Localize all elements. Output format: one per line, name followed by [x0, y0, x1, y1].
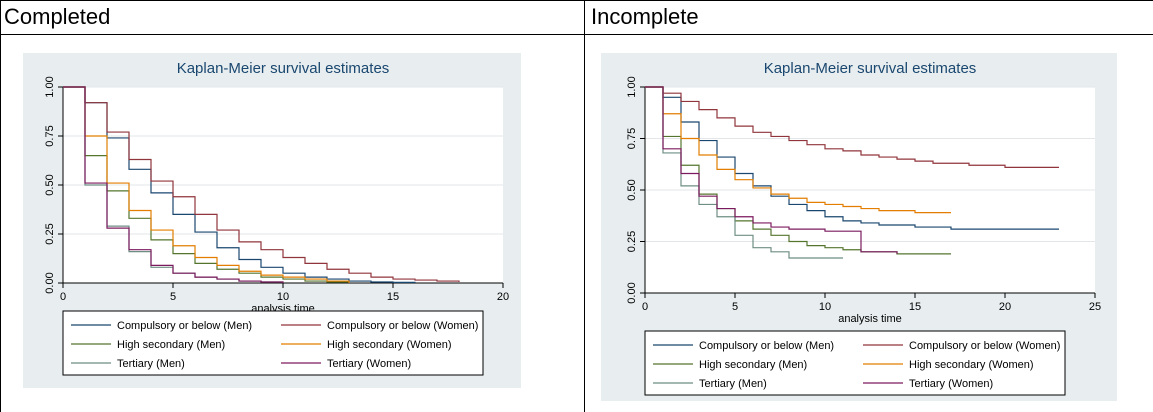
- legend-label: Compulsory or below (Women): [327, 320, 478, 332]
- km-series-4: [645, 86, 951, 214]
- table-header-divider: [0, 34, 1153, 35]
- table-column-divider: [584, 0, 585, 412]
- chart-title: Kaplan-Meier survival estimates: [177, 60, 390, 77]
- x-tick-label: 10: [819, 301, 831, 313]
- y-tick-label: 1.00: [44, 76, 56, 97]
- x-tick-label: 15: [387, 291, 399, 303]
- legend-label: High secondary (Men): [117, 339, 225, 351]
- km-series-4: [63, 86, 350, 283]
- legend-label: Compulsory or below (Women): [909, 340, 1060, 352]
- legend-label: High secondary (Men): [699, 359, 807, 371]
- legend-label: Compulsory or below (Men): [699, 340, 834, 352]
- legend-label: Tertiary (Men): [699, 378, 767, 390]
- km-chart-completed: Kaplan-Meier survival estimates 0.00 0.25 0…: [23, 53, 521, 388]
- x-tick-label: 0: [60, 291, 66, 303]
- km-chart-incomplete: Kaplan-Meier survival estimates 0.00 0.25 0…: [601, 53, 1117, 401]
- x-tick-label: 5: [170, 291, 176, 303]
- y-tick-label: 0.50: [44, 174, 56, 195]
- legend-label: Tertiary (Women): [327, 358, 411, 370]
- x-tick-label: 15: [909, 301, 921, 313]
- legend-label: Tertiary (Women): [909, 378, 993, 390]
- y-tick-label: 0.75: [44, 125, 56, 146]
- column-header-incomplete: Incomplete: [591, 4, 699, 29]
- x-tick-label: 20: [999, 301, 1011, 313]
- column-header-completed: Completed: [4, 4, 111, 29]
- y-tick-label: 0.00: [626, 282, 638, 303]
- legend-box: [62, 310, 484, 376]
- x-tick-label: 5: [732, 301, 738, 313]
- legend-label: High secondary (Women): [909, 359, 1034, 371]
- km-series-1: [645, 86, 1059, 230]
- y-tick-label: 0.00: [44, 272, 56, 293]
- legend-box: [644, 330, 1066, 396]
- legend-label: High secondary (Women): [327, 339, 452, 351]
- table-left-border: [0, 0, 1, 412]
- km-series-2: [645, 86, 1059, 168]
- y-tick-label: 0.50: [626, 179, 638, 200]
- km-series-6: [645, 86, 898, 254]
- legend-label: Compulsory or below (Men): [117, 320, 252, 332]
- y-tick-label: 0.75: [626, 128, 638, 149]
- y-tick-label: 0.25: [44, 223, 56, 244]
- y-tick-label: 0.25: [626, 231, 638, 252]
- y-tick-label: 1.00: [626, 76, 638, 97]
- km-series-2: [63, 86, 460, 283]
- x-tick-label: 25: [1089, 301, 1101, 313]
- x-axis-label: analysis time: [838, 313, 902, 325]
- chart-title: Kaplan-Meier survival estimates: [764, 60, 977, 77]
- x-tick-label: 20: [497, 291, 509, 303]
- x-tick-label: 0: [642, 301, 648, 313]
- legend-label: Tertiary (Men): [117, 358, 185, 370]
- table-top-border: [0, 0, 1153, 1]
- x-tick-label: 10: [277, 291, 289, 303]
- km-series-6: [63, 86, 284, 283]
